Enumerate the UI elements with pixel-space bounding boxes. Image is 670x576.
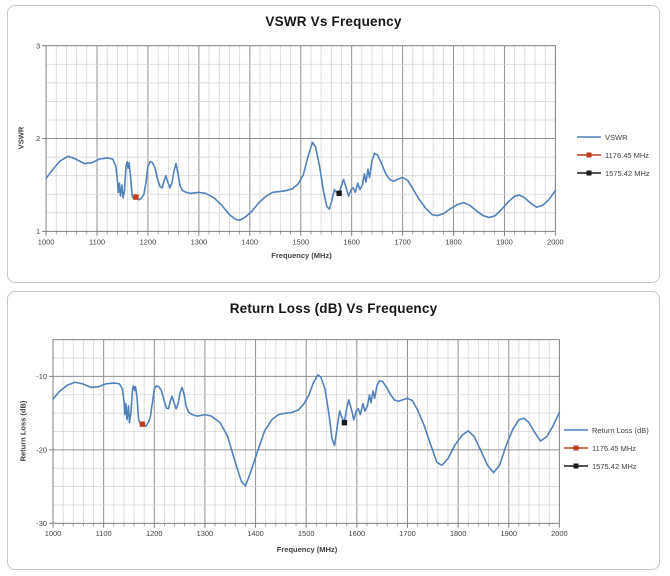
x-tick-label: 1800 [450, 529, 467, 538]
legend-label: 1176.45 MHz [592, 443, 637, 453]
legend-key-1575.42-mhz [564, 463, 588, 469]
x-tick-label: 1300 [191, 237, 208, 246]
x-tick-label: 1700 [394, 237, 411, 246]
x-tick-label: 2000 [547, 237, 564, 246]
y-tick-label: 1 [36, 227, 40, 236]
x-tick-label: 1400 [242, 237, 259, 246]
x-tick-label: 1700 [399, 529, 416, 538]
legend-item-return-loss-db: Return Loss (dB) [564, 425, 649, 435]
x-tick-label: 1000 [45, 529, 62, 538]
x-tick-label: 1500 [298, 529, 315, 538]
vswr-plot: 1000 1100 1200 1300 1400 1500 1600 1700 1800 1900… [36, 41, 564, 246]
legend-label: 1575.42 MHz [592, 461, 637, 471]
return-loss-legend: Return Loss (dB) 1176.45 MHz 1575.42 MHz [564, 425, 649, 471]
legend-item-1176.45-mhz: 1176.45 MHz [577, 150, 650, 160]
legend-label: 1176.45 MHz [605, 150, 650, 160]
x-tick-label: 1500 [292, 237, 309, 246]
return-loss-db-gridlines [53, 339, 560, 524]
y-tick-label: -10 [36, 372, 47, 381]
series-line-return-loss-db [52, 374, 561, 487]
legend-item-1575.42-mhz: 1575.42 MHz [564, 461, 649, 471]
marker-1176.45-mhz [133, 194, 139, 200]
x-tick-label: 1300 [197, 529, 214, 538]
series-line-vswr [45, 141, 557, 222]
vswr-gridlines [46, 45, 556, 232]
x-tick-label: 1100 [96, 529, 112, 538]
legend-key-vswr [577, 136, 601, 138]
legend-label: Return Loss (dB) [592, 425, 649, 435]
return-loss-chart-panel: Return Loss (dB) Vs Frequency Return Los… [7, 291, 660, 570]
return-loss-chart-title: Return Loss (dB) Vs Frequency [229, 301, 438, 316]
legend-key-1176.45-mhz [564, 445, 588, 451]
x-tick-label: 1800 [445, 237, 462, 246]
x-tick-label: 1000 [38, 237, 55, 246]
x-tick-label: 2000 [551, 529, 568, 538]
return-loss-plot: 1000 1100 1200 1300 1400 1500 1600 1700 1800 1900… [36, 339, 568, 538]
x-tick-label: 1100 [89, 237, 105, 246]
legend-key-1575.42-mhz [577, 170, 601, 176]
legend-item-1575.42-mhz: 1575.42 MHz [577, 168, 650, 178]
legend-item-1176.45-mhz: 1176.45 MHz [564, 443, 649, 453]
marker-1575.42-mhz [336, 190, 342, 196]
x-tick-label: 1400 [247, 529, 264, 538]
y-tick-label: -30 [36, 519, 47, 528]
vswr-chart-panel: VSWR Vs Frequency VSWR 1000 1100 1200 1300 1… [7, 5, 660, 283]
x-tick-label: 1600 [349, 529, 366, 538]
vswr-x-axis-title: Frequency (MHz) [271, 251, 332, 260]
legend-label: VSWR [605, 132, 628, 142]
x-tick-label: 1900 [496, 237, 513, 246]
y-tick-label: -20 [36, 445, 47, 454]
legend-item-vswr: VSWR [577, 132, 650, 142]
vswr-chart-title: VSWR Vs Frequency [265, 14, 402, 29]
vswr-legend: VSWR 1176.45 MHz 1575.42 MHz [577, 132, 650, 178]
marker-1575.42-mhz [341, 419, 348, 426]
legend-key-1176.45-mhz [577, 152, 601, 158]
legend-label: 1575.42 MHz [605, 168, 650, 178]
y-tick-label: 3 [36, 41, 40, 50]
x-tick-label: 1200 [146, 529, 163, 538]
marker-1176.45-mhz [139, 421, 146, 427]
y-tick-label: 2 [36, 134, 40, 143]
legend-key-return-loss-db [564, 429, 588, 431]
x-tick-label: 1900 [500, 529, 517, 538]
x-tick-label: 1200 [140, 237, 157, 246]
x-tick-label: 1600 [343, 237, 360, 246]
return-loss-x-axis-title: Frequency (MHz) [276, 545, 338, 554]
